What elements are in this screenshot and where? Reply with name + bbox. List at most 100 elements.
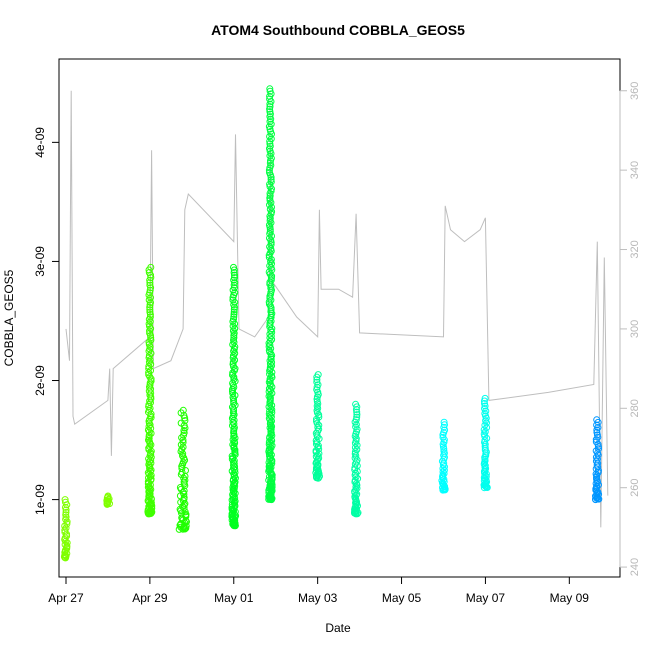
x-tick-label: May 09 — [550, 591, 590, 605]
data-point — [266, 108, 274, 116]
right-y-tick-label: 360 — [629, 82, 641, 100]
data-point — [146, 303, 154, 311]
data-point — [145, 362, 153, 370]
data-point — [229, 441, 237, 449]
data-point — [267, 176, 275, 184]
data-point — [230, 263, 237, 271]
data-point — [180, 494, 188, 501]
data-point — [315, 413, 323, 421]
data-point — [313, 415, 320, 423]
data-point — [265, 253, 273, 261]
data-point — [353, 441, 361, 449]
x-tick-label: May 03 — [298, 591, 338, 605]
data-point — [266, 192, 274, 200]
data-point — [352, 480, 360, 488]
data-point — [181, 476, 189, 484]
data-point — [481, 471, 489, 479]
data-point — [147, 349, 155, 357]
data-point — [229, 296, 237, 304]
data-point — [440, 447, 448, 455]
data-point — [592, 438, 600, 446]
data-point — [230, 269, 238, 276]
data-point — [145, 431, 153, 439]
data-point — [265, 466, 273, 473]
data-point — [146, 313, 154, 321]
data-point — [231, 271, 238, 279]
data-point — [439, 465, 447, 472]
data-point — [268, 432, 276, 440]
y-axis: 1e-09 2e-09 3e-09 4e-09 — [33, 127, 59, 515]
chart-title: ATOM4 Southbound COBBLA_GEOS5 — [211, 22, 465, 38]
data-point — [481, 394, 489, 402]
data-point — [229, 371, 236, 379]
data-point — [230, 308, 238, 316]
data-point — [146, 289, 154, 297]
data-point — [179, 443, 187, 451]
data-point — [62, 498, 69, 506]
data-point — [481, 400, 488, 407]
data-point — [229, 486, 237, 494]
x-tick-label: May 07 — [466, 591, 506, 605]
data-point — [230, 281, 238, 289]
data-point — [146, 490, 154, 498]
data-point — [439, 433, 447, 441]
data-point — [230, 334, 238, 342]
right-y-tick-label: 320 — [629, 240, 641, 258]
data-point — [313, 398, 321, 405]
data-point — [315, 435, 323, 443]
data-point — [313, 378, 321, 386]
right-y-tick-label: 300 — [629, 320, 641, 338]
data-point — [146, 306, 154, 314]
data-point — [480, 426, 488, 434]
data-point — [146, 329, 154, 337]
data-point — [62, 508, 70, 516]
data-point — [352, 406, 360, 413]
data-point — [230, 310, 238, 318]
data-cluster — [312, 371, 323, 482]
data-point — [146, 322, 153, 330]
data-point — [268, 358, 276, 366]
data-point — [230, 315, 237, 323]
data-point — [592, 447, 600, 455]
y-tick-label: 4e-09 — [33, 127, 47, 158]
data-point — [62, 511, 70, 519]
data-point — [145, 428, 153, 436]
data-point — [180, 504, 188, 512]
data-point — [267, 482, 275, 490]
data-point — [147, 274, 155, 282]
data-point — [63, 520, 71, 528]
data-cluster — [438, 418, 449, 494]
data-cluster — [60, 496, 71, 562]
data-point — [268, 232, 275, 240]
data-point — [266, 360, 274, 368]
data-point — [266, 95, 274, 103]
data-point — [146, 281, 154, 289]
data-point — [266, 159, 274, 167]
data-point — [230, 437, 238, 445]
data-point — [179, 489, 187, 497]
data-point — [268, 203, 275, 211]
data-point — [147, 334, 155, 342]
data-point — [313, 386, 321, 394]
data-point — [440, 470, 448, 477]
data-point — [182, 467, 189, 474]
x-tick-label: May 05 — [382, 591, 422, 605]
data-point — [181, 417, 189, 425]
data-cluster — [480, 394, 491, 492]
data-point — [146, 438, 153, 446]
x-tick-label: May 01 — [214, 591, 254, 605]
data-cluster — [103, 492, 113, 508]
data-point — [441, 421, 448, 429]
data-point — [179, 450, 187, 458]
data-point — [147, 263, 155, 271]
data-point — [266, 183, 274, 191]
data-cluster — [351, 400, 362, 518]
data-point — [266, 140, 274, 148]
y-axis-label: COBBLA_GEOS5 — [2, 269, 16, 366]
data-point — [353, 408, 361, 416]
right-y-tick-label: 340 — [629, 161, 641, 179]
data-point — [231, 365, 239, 373]
data-point — [266, 103, 274, 111]
x-tick-label: Apr 27 — [48, 591, 84, 605]
data-point — [595, 445, 602, 453]
